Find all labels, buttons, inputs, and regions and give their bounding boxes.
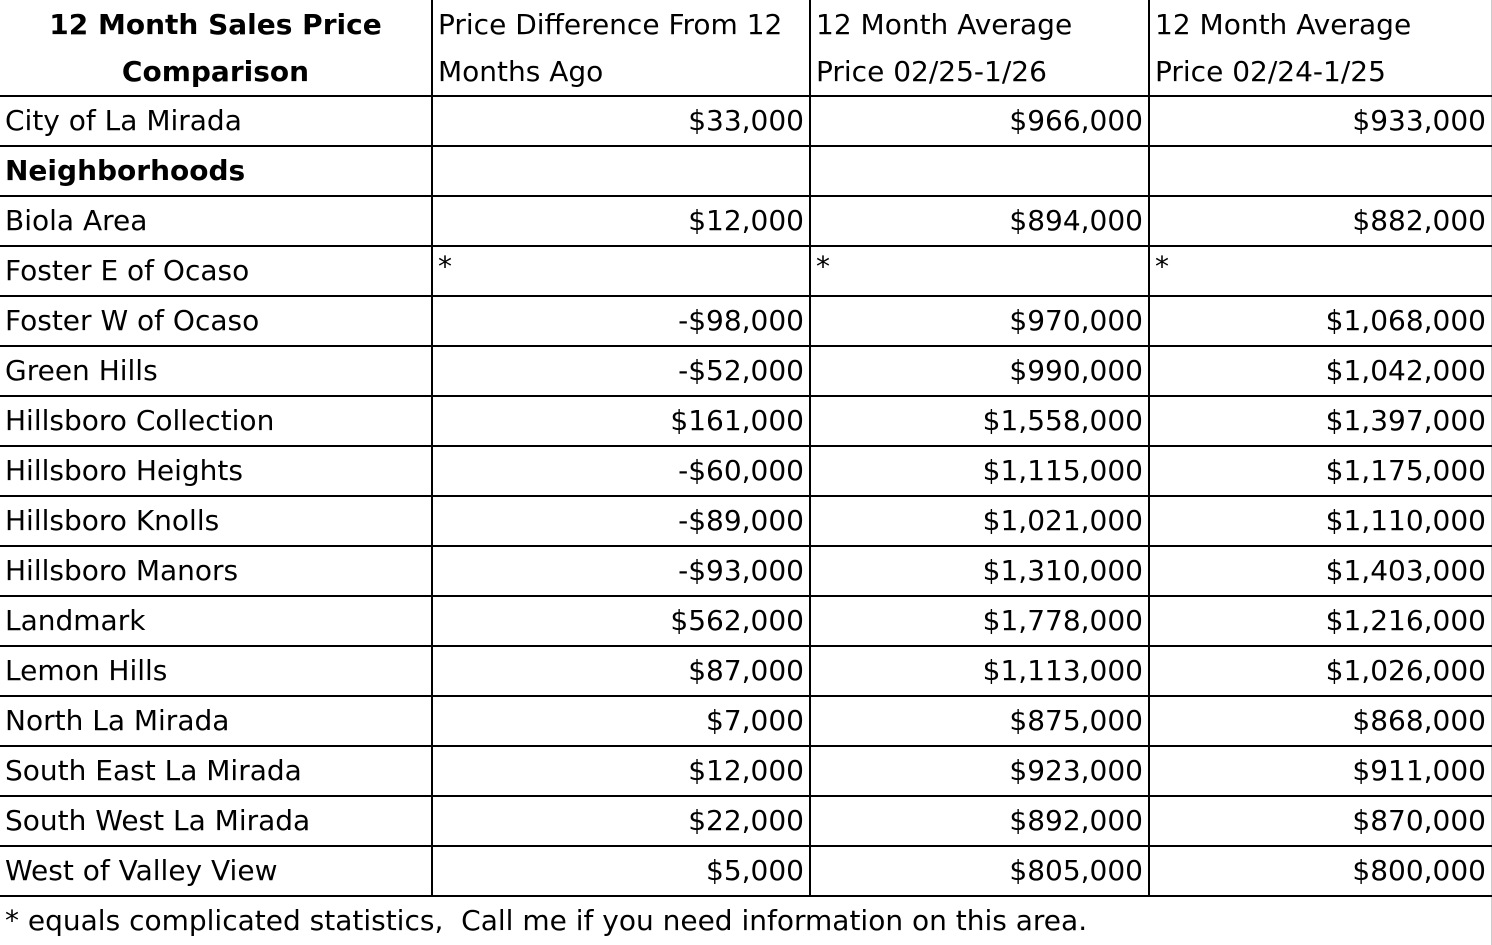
footnote: * equals complicated statistics, Call me…: [0, 895, 1492, 945]
empty-cell: [809, 145, 1150, 197]
cell: $990,000: [809, 345, 1150, 397]
empty-cell: [1148, 145, 1492, 197]
cell: $805,000: [809, 845, 1150, 897]
column-header: 12 Month Average Price 02/24-1/25: [1148, 0, 1492, 97]
cell: *: [1148, 245, 1492, 297]
cell: -$93,000: [431, 545, 811, 597]
cell: $923,000: [809, 745, 1150, 797]
table-footer: * equals complicated statistics, Call me…: [0, 895, 1492, 945]
cell: $933,000: [1148, 95, 1492, 147]
row-label: Biola Area: [0, 195, 433, 247]
cell: $1,042,000: [1148, 345, 1492, 397]
cell: *: [809, 245, 1150, 297]
table-row: South East La Mirada $12,000 $923,000 $911,…: [0, 745, 1492, 797]
cell: $966,000: [809, 95, 1150, 147]
table-row: Neighborhoods: [0, 145, 1492, 197]
cell: $1,397,000: [1148, 395, 1492, 447]
row-label: Green Hills: [0, 345, 433, 397]
cell: $875,000: [809, 695, 1150, 747]
cell: $800,000: [1148, 845, 1492, 897]
table-row: South West La Mirada $22,000 $892,000 $870,…: [0, 795, 1492, 847]
cell: $33,000: [431, 95, 811, 147]
table-row: City of La Mirada $33,000 $966,000 $933,000: [0, 95, 1492, 147]
footnote-row: * equals complicated statistics, Call me…: [0, 895, 1492, 945]
cell: $892,000: [809, 795, 1150, 847]
cell: $1,068,000: [1148, 295, 1492, 347]
cell: $970,000: [809, 295, 1150, 347]
table-row: Lemon Hills $87,000 $1,113,000 $1,026,000: [0, 645, 1492, 697]
table-row: Hillsboro Manors -$93,000 $1,310,000 $1,403…: [0, 545, 1492, 597]
row-label: City of La Mirada: [0, 95, 433, 147]
cell: $12,000: [431, 195, 811, 247]
cell: $22,000: [431, 795, 811, 847]
row-label: Hillsboro Manors: [0, 545, 433, 597]
row-label: Landmark: [0, 595, 433, 647]
table-row: Foster E of Ocaso * * *: [0, 245, 1492, 297]
row-label: Lemon Hills: [0, 645, 433, 697]
table-row: Hillsboro Heights -$60,000 $1,115,000 $1,17…: [0, 445, 1492, 497]
table-row: Hillsboro Collection $161,000 $1,558,000 $1…: [0, 395, 1492, 447]
row-label: Foster E of Ocaso: [0, 245, 433, 297]
table-row: Landmark $562,000 $1,778,000 $1,216,000: [0, 595, 1492, 647]
cell: -$52,000: [431, 345, 811, 397]
cell: $1,115,000: [809, 445, 1150, 497]
row-label: Neighborhoods: [0, 145, 433, 197]
cell: $882,000: [1148, 195, 1492, 247]
table-header: 12 Month Sales Price Comparison Price Dif…: [0, 0, 1492, 97]
column-header: 12 Month Sales Price Comparison: [0, 0, 433, 97]
cell: $5,000: [431, 845, 811, 897]
table-row: North La Mirada $7,000 $875,000 $868,000: [0, 695, 1492, 747]
cell: -$89,000: [431, 495, 811, 547]
row-label: North La Mirada: [0, 695, 433, 747]
cell: $1,110,000: [1148, 495, 1492, 547]
header-row: 12 Month Sales Price Comparison Price Dif…: [0, 0, 1492, 97]
cell: -$60,000: [431, 445, 811, 497]
cell: $161,000: [431, 395, 811, 447]
cell: $1,021,000: [809, 495, 1150, 547]
cell: $1,113,000: [809, 645, 1150, 697]
row-label: Hillsboro Heights: [0, 445, 433, 497]
cell: $1,778,000: [809, 595, 1150, 647]
row-label: South East La Mirada: [0, 745, 433, 797]
cell: $1,403,000: [1148, 545, 1492, 597]
table-row: Hillsboro Knolls -$89,000 $1,021,000 $1,110…: [0, 495, 1492, 547]
cell: $1,558,000: [809, 395, 1150, 447]
cell: $87,000: [431, 645, 811, 697]
cell: $1,175,000: [1148, 445, 1492, 497]
cell: $870,000: [1148, 795, 1492, 847]
cell: $562,000: [431, 595, 811, 647]
cell: $868,000: [1148, 695, 1492, 747]
row-label: Hillsboro Collection: [0, 395, 433, 447]
table-row: Green Hills -$52,000 $990,000 $1,042,000: [0, 345, 1492, 397]
cell: -$98,000: [431, 295, 811, 347]
table-body: City of La Mirada $33,000 $966,000 $933,000…: [0, 95, 1492, 897]
cell: $894,000: [809, 195, 1150, 247]
column-header: Price Difference From 12 Months Ago: [431, 0, 811, 97]
row-label: West of Valley View: [0, 845, 433, 897]
row-label: Hillsboro Knolls: [0, 495, 433, 547]
column-header: 12 Month Average Price 02/25-1/26: [809, 0, 1150, 97]
cell: $1,216,000: [1148, 595, 1492, 647]
empty-cell: [431, 145, 811, 197]
table-row: Foster W of Ocaso -$98,000 $970,000 $1,068,…: [0, 295, 1492, 347]
cell: $911,000: [1148, 745, 1492, 797]
row-label: South West La Mirada: [0, 795, 433, 847]
cell: $1,026,000: [1148, 645, 1492, 697]
table-row: West of Valley View $5,000 $805,000 $800,00…: [0, 845, 1492, 897]
cell: $1,310,000: [809, 545, 1150, 597]
table-row: Biola Area $12,000 $894,000 $882,000: [0, 195, 1492, 247]
cell: *: [431, 245, 811, 297]
cell: $12,000: [431, 745, 811, 797]
row-label: Foster W of Ocaso: [0, 295, 433, 347]
cell: $7,000: [431, 695, 811, 747]
